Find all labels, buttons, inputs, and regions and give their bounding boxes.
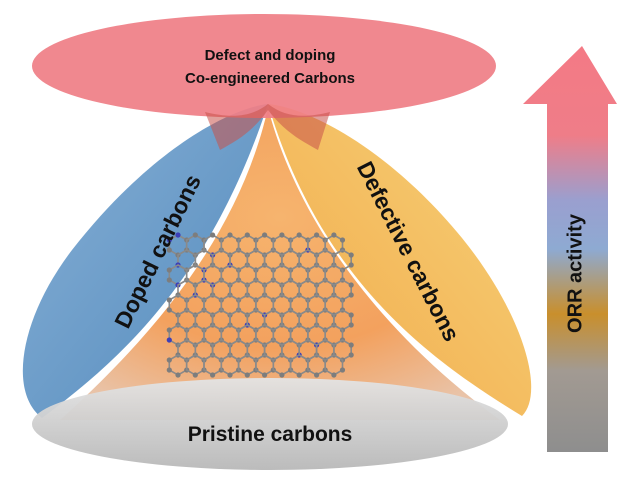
carbon-atom xyxy=(192,372,198,378)
orr-activity-label: ORR activity xyxy=(564,214,587,333)
overlap-shadow xyxy=(205,104,330,150)
carbon-atom xyxy=(339,367,346,373)
carbon-atom xyxy=(166,357,172,363)
carbon-atom xyxy=(296,232,302,238)
carbon-atom xyxy=(244,372,250,378)
carbon-atom xyxy=(348,282,354,288)
carbon-atom xyxy=(348,252,354,258)
carbon-atom xyxy=(227,372,233,378)
carbon-atom xyxy=(296,372,302,378)
carbon-atom xyxy=(331,372,337,378)
carbon-atom xyxy=(210,232,216,238)
carbon-atom xyxy=(262,232,268,238)
defective-carbons-lobe xyxy=(268,104,532,416)
carbon-atom xyxy=(175,372,181,378)
carbon-atom xyxy=(192,232,198,238)
nitrogen-atom xyxy=(175,232,181,238)
carbon-atom xyxy=(166,307,172,313)
carbon-atom xyxy=(348,292,354,298)
carbon-atom xyxy=(348,322,354,328)
carbon-atom xyxy=(166,247,172,253)
carbon-atom xyxy=(279,372,285,378)
pristine-carbons-label: Pristine carbons xyxy=(187,423,353,446)
carbon-atom xyxy=(348,352,354,358)
carbon-atom xyxy=(166,297,172,303)
carbon-atom xyxy=(331,232,337,238)
pristine-carbons-ellipse xyxy=(32,378,508,470)
nitrogen-atom xyxy=(166,337,172,343)
nitrogen-atom xyxy=(166,237,172,243)
carbon-atom xyxy=(314,372,320,378)
carbon-atom xyxy=(348,262,354,268)
carbon-atom xyxy=(244,232,250,238)
up-arrow-icon xyxy=(523,46,617,452)
carbon-atom xyxy=(339,237,346,243)
co-engineered-carbons-ellipse xyxy=(32,14,496,118)
carbon-atom xyxy=(262,372,268,378)
doped-carbons-lobe xyxy=(22,104,269,418)
carbon-atom xyxy=(166,327,172,333)
title-line-1: Defect and doping xyxy=(204,47,336,64)
carbon-atom xyxy=(166,277,172,283)
co-engineered-carbons-title: Defect and doping Co-engineered Carbons xyxy=(100,44,440,90)
title-line-2: Co-engineered Carbons xyxy=(184,70,356,87)
carbon-atom xyxy=(227,232,233,238)
carbon-atom xyxy=(166,267,172,273)
carbon-atom xyxy=(166,367,172,373)
carbon-atom xyxy=(348,342,354,348)
carbon-atom xyxy=(314,232,320,238)
carbon-atom xyxy=(279,232,285,238)
carbon-atom xyxy=(210,372,216,378)
graphene-lattice-icon xyxy=(166,232,354,378)
carbon-atom xyxy=(348,312,354,318)
